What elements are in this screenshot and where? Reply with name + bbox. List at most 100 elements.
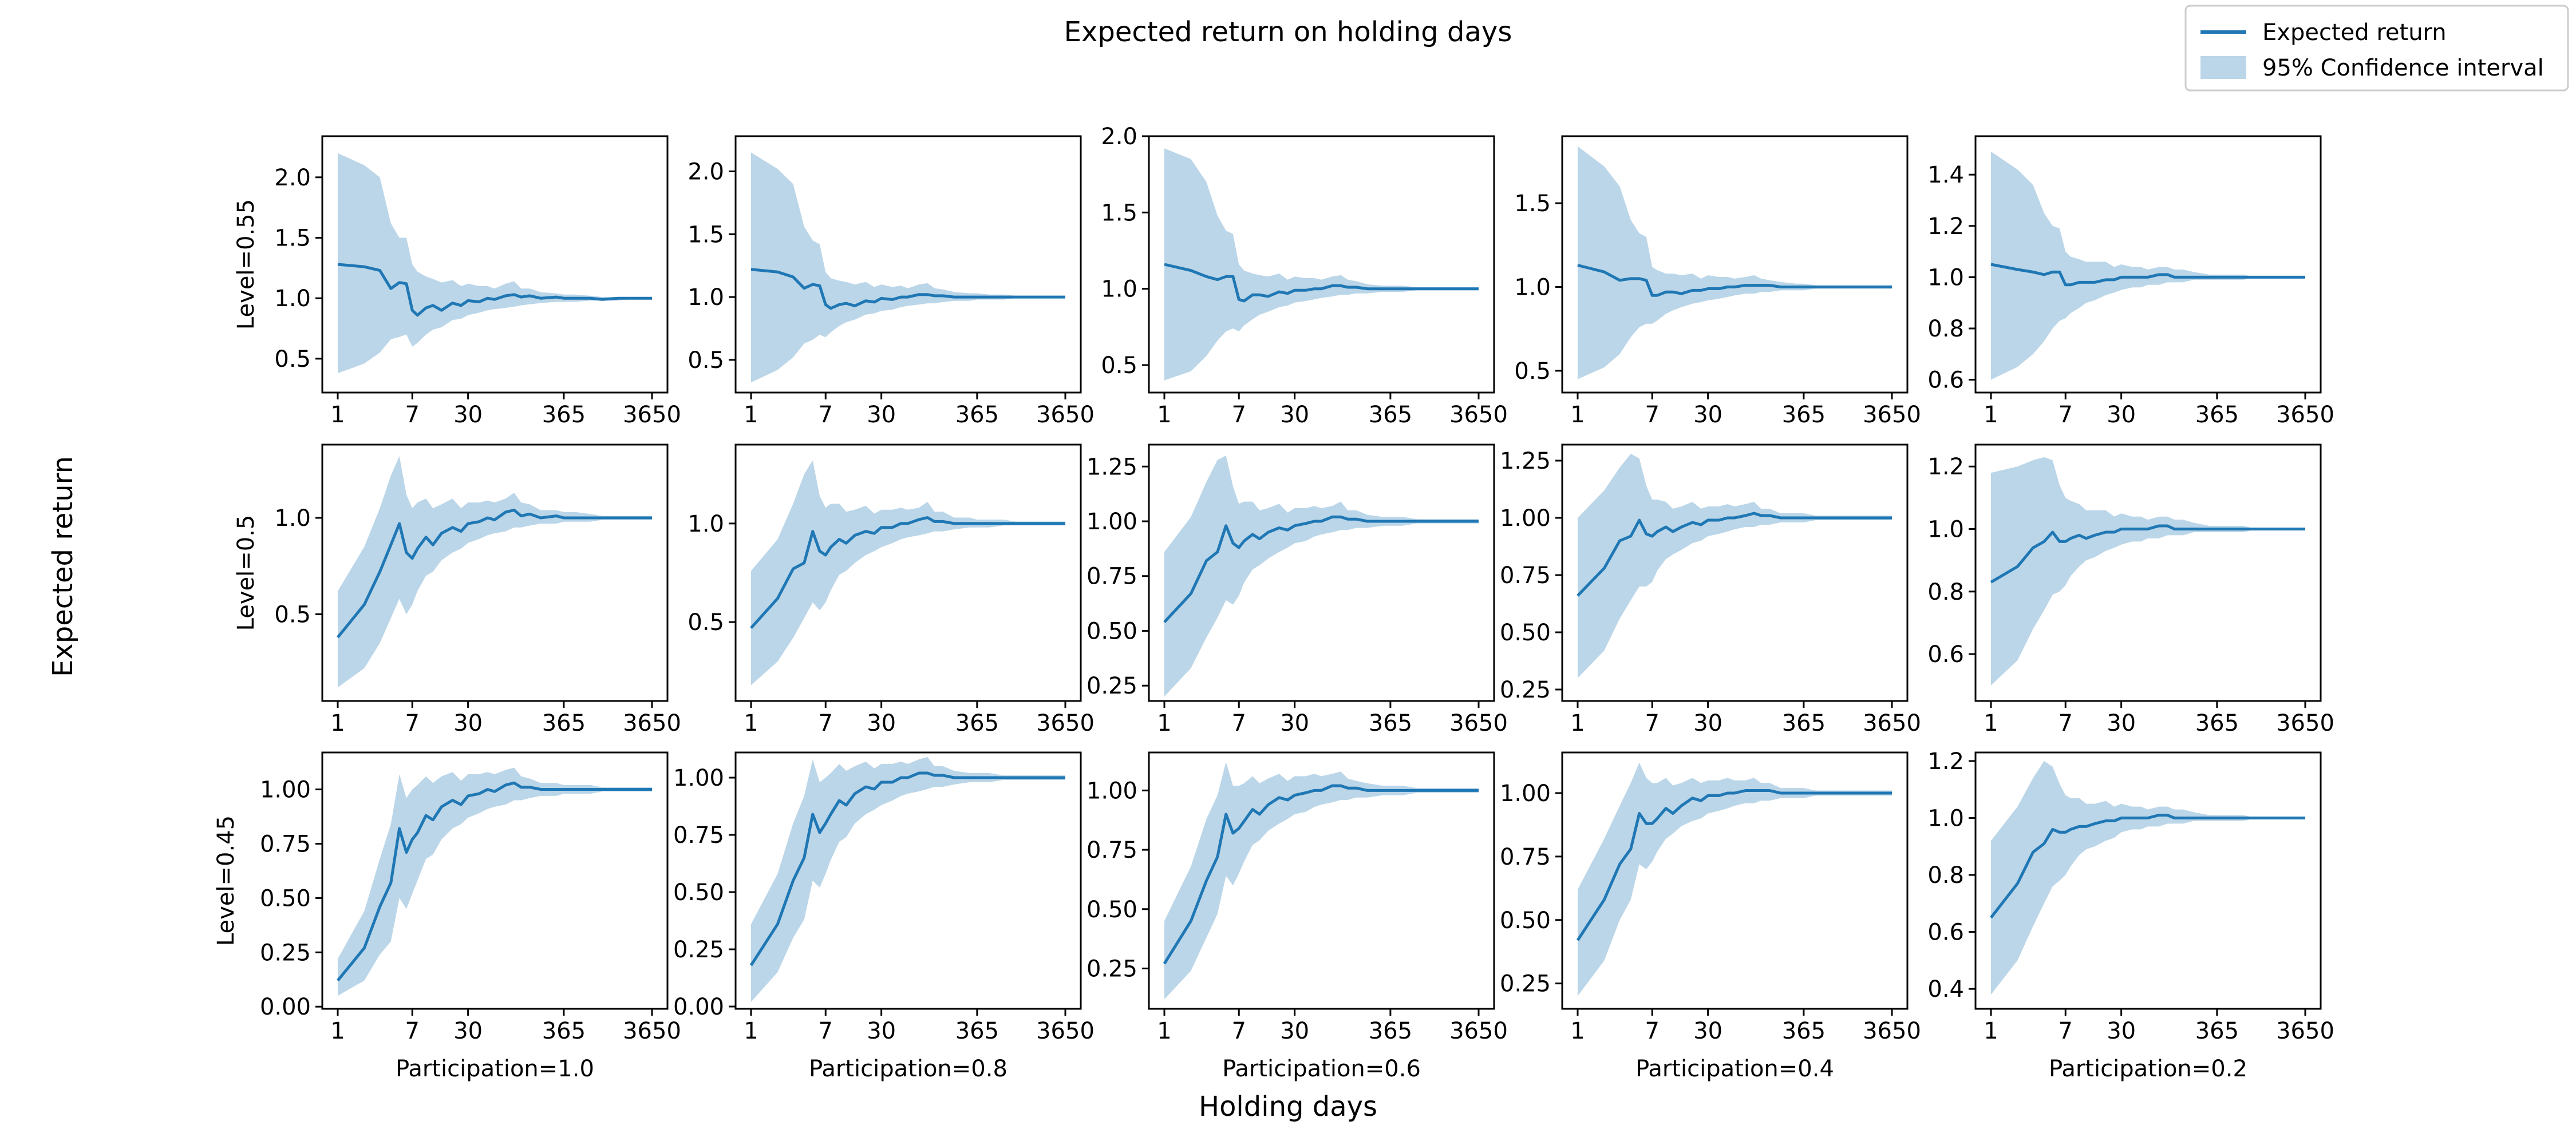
axes-frame: [321, 751, 669, 1010]
subplot-r3-c5: 1 7 30 365 3650 0.4 0.6 0.8 1.0 1.2 Participation=…: [1927, 748, 2334, 1082]
confidence-band: [1991, 151, 2305, 380]
y-tick-label: 1.5: [1101, 200, 1137, 226]
confidence-band: [1164, 762, 1479, 1000]
confidence-band: [1991, 760, 2305, 995]
expected-return-line: [750, 516, 1065, 629]
confidence-band: [1991, 457, 2305, 686]
x-tick-label: 30: [1693, 710, 1722, 736]
y-tick-label: 0.75: [673, 822, 724, 849]
x-tick-label: 365: [955, 402, 999, 428]
expected-return-line: [1577, 264, 1892, 297]
x-tick-label: 1: [1157, 710, 1171, 736]
y-tick-label: 0.50: [673, 880, 724, 906]
confidence-band: [338, 767, 652, 996]
x-tick-label: 3650: [2276, 1018, 2334, 1044]
y-tick-label: 1.0: [274, 286, 311, 312]
y-tick-label: 2.0: [688, 159, 724, 185]
y-tick-label: 0.75: [1500, 844, 1551, 870]
subplot-r2-c5: 1 7 30 365 3650 0.6 0.8 1.0 1.2: [1927, 443, 2334, 736]
y-tick-label: 0.25: [1086, 673, 1137, 699]
x-tick-label: 3650: [1449, 710, 1508, 736]
expected-return-line: [1990, 524, 2305, 584]
x-tick-label: 3650: [623, 402, 681, 428]
expected-return-line: [337, 781, 652, 982]
x-tick-label: 3650: [2276, 710, 2334, 736]
axes-frame: [1561, 443, 1909, 702]
x-tick-label: 30: [2107, 1018, 2136, 1044]
row-label: Level=0.55: [233, 199, 259, 330]
expected-return-line: [1990, 263, 2305, 287]
x-tick-label: 365: [955, 710, 999, 736]
figure-title: Expected return on holding days: [1064, 16, 1512, 48]
y-tick-label: 0.00: [673, 994, 724, 1020]
y-tick-label: 0.6: [1927, 367, 1964, 394]
expected-return-line: [750, 268, 1065, 310]
y-tick-label: 1.0: [1927, 517, 1964, 543]
confidence-band: [338, 153, 652, 374]
x-tick-label: 1: [744, 1018, 758, 1044]
y-tick-label: 0.5: [1101, 352, 1137, 379]
subplot-r2-c2: 1 7 30 365 3650 0.5 1.0: [688, 443, 1095, 736]
y-tick-label: 0.8: [1927, 316, 1964, 342]
y-tick-label: 1.0: [1101, 276, 1137, 303]
x-tick-label: 1: [330, 402, 345, 428]
x-tick-label: 3650: [1863, 1018, 1921, 1044]
y-axis-label: Expected return: [47, 456, 79, 677]
x-tick-label: 365: [1369, 402, 1412, 428]
y-tick-label: 1.2: [1927, 454, 1964, 480]
expected-return-line: [1576, 789, 1892, 941]
x-tick-label: 7: [1232, 402, 1246, 428]
column-label: Participation=0.6: [1222, 1056, 1421, 1082]
axes-frame: [321, 443, 669, 702]
y-tick-label: 0.25: [1500, 971, 1551, 997]
x-tick-label: 365: [542, 710, 586, 736]
x-tick-label: 30: [2107, 402, 2136, 428]
confidence-band: [338, 456, 652, 688]
y-tick-label: 0.50: [1086, 897, 1137, 923]
y-tick-label: 1.0: [1927, 805, 1964, 831]
x-tick-label: 7: [2059, 1018, 2073, 1044]
y-tick-label: 0.00: [260, 994, 311, 1020]
x-tick-label: 7: [819, 1018, 833, 1044]
y-tick-label: 1.00: [1086, 509, 1137, 535]
y-tick-label: 1.2: [1927, 748, 1964, 775]
x-tick-label: 30: [453, 402, 483, 428]
x-tick-label: 30: [1693, 402, 1722, 428]
axes-frame: [734, 443, 1082, 702]
expected-return-line: [1163, 784, 1479, 965]
y-tick-label: 0.8: [1927, 862, 1964, 889]
x-tick-label: 7: [819, 402, 833, 428]
y-tick-label: 1.0: [688, 511, 724, 537]
x-tick-label: 1: [1570, 1018, 1585, 1044]
expected-return-line: [1163, 515, 1479, 623]
y-tick-label: 1.25: [1500, 448, 1551, 474]
y-tick-label: 0.25: [1086, 956, 1137, 982]
x-tick-label: 7: [405, 1018, 420, 1044]
x-tick-label: 365: [2195, 1018, 2239, 1044]
confidence-band: [1164, 455, 1479, 697]
subplot-r1-c5: 1 7 30 365 3650 0.6 0.8 1.0 1.2 1.4: [1927, 135, 2334, 428]
x-tick-label: 365: [542, 402, 586, 428]
x-tick-label: 1: [1157, 1018, 1171, 1044]
expected-return-line: [1577, 512, 1892, 597]
y-tick-label: 1.5: [688, 221, 724, 248]
confidence-band: [1578, 454, 1892, 678]
x-tick-label: 7: [1232, 710, 1246, 736]
axes-frame: [1148, 443, 1495, 702]
x-tick-label: 1: [1984, 1018, 1998, 1044]
x-tick-label: 1: [1984, 402, 1998, 428]
axes-frame: [1148, 135, 1495, 394]
y-tick-label: 1.00: [1086, 778, 1137, 804]
subplot-r3-c2: 1 7 30 365 3650 0.00 0.25 0.50 0.75 1.00 Participa…: [673, 751, 1095, 1082]
subplot-r2-c3: 1 7 30 365 3650 0.25 0.50 0.75 1.00 1.25: [1086, 443, 1508, 736]
column-label: Participation=0.2: [2049, 1056, 2247, 1082]
x-tick-label: 1: [744, 710, 758, 736]
y-tick-label: 0.75: [1500, 562, 1551, 589]
x-tick-label: 1: [744, 402, 758, 428]
x-tick-label: 30: [2107, 710, 2136, 736]
y-tick-label: 0.50: [1500, 620, 1551, 646]
y-tick-label: 1.0: [1514, 275, 1551, 301]
y-tick-label: 0.5: [688, 347, 724, 374]
y-tick-label: 0.5: [1514, 358, 1551, 385]
